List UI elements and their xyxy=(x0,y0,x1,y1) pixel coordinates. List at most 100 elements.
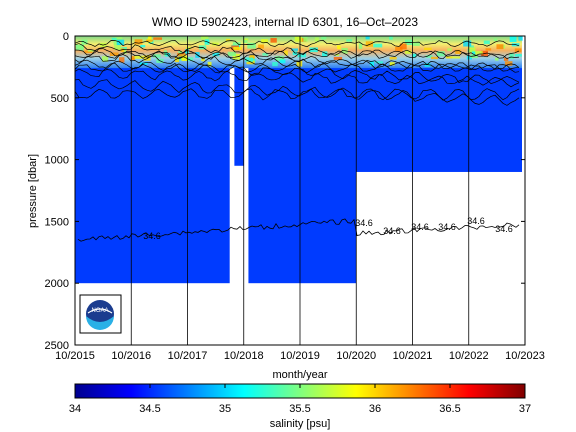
contour-label: 34.6 xyxy=(411,222,429,232)
x-tick-label: 10/2022 xyxy=(449,350,489,362)
surface-patch xyxy=(246,60,255,65)
surface-patch xyxy=(445,56,453,59)
surface-patch xyxy=(174,57,180,63)
y-tick-label: 0 xyxy=(63,31,69,43)
surface-patch xyxy=(247,42,256,49)
surface-patch xyxy=(503,57,509,61)
x-tick-label: 10/2021 xyxy=(393,350,433,362)
surface-patch xyxy=(424,47,432,50)
surface-patch xyxy=(495,57,499,61)
surface-patch xyxy=(430,56,439,60)
surface-patch xyxy=(232,42,241,45)
surface-patch xyxy=(291,48,299,51)
surface-patch xyxy=(131,55,135,60)
surface-patch xyxy=(485,48,492,51)
surface-patch xyxy=(227,51,236,57)
colorbar-tick-label: 34.5 xyxy=(139,403,160,415)
surface-patch xyxy=(496,44,504,50)
isohaline-contour xyxy=(75,62,520,74)
surface-patch xyxy=(258,44,264,49)
surface-patch xyxy=(333,56,343,60)
surface-patch xyxy=(389,56,397,60)
surface-patch xyxy=(118,57,125,63)
x-axis-label: month/year xyxy=(272,369,327,381)
surface-patch xyxy=(134,55,144,59)
surface-patch xyxy=(509,36,517,43)
plot-frame xyxy=(74,35,526,346)
surface-patch xyxy=(186,46,192,50)
contour-label: 34.6 xyxy=(438,222,456,232)
surface-patch xyxy=(139,62,148,65)
surface-patch xyxy=(186,57,194,61)
surface-patch xyxy=(275,56,285,61)
surface-patch xyxy=(233,46,242,50)
surface-patch xyxy=(245,57,254,62)
surface-patch xyxy=(242,40,248,44)
colorbar-label: salinity [psu] xyxy=(270,418,331,430)
x-tick-label: 10/2023 xyxy=(505,350,545,362)
contour-label: 34.6 xyxy=(467,216,485,226)
surface-patch xyxy=(123,48,127,55)
y-tick-label: 1500 xyxy=(45,216,69,228)
surface-patch xyxy=(177,53,186,57)
colorbar-tick-label: 35 xyxy=(219,403,231,415)
surface-patch xyxy=(504,61,513,66)
surface-patch xyxy=(395,46,403,52)
surface-patch xyxy=(411,53,417,58)
surface-patch xyxy=(469,45,474,48)
surface-patch xyxy=(207,61,212,67)
surface-patch xyxy=(87,49,95,52)
x-tick-label: 10/2020 xyxy=(336,350,376,362)
noaa-logo-text: NOAA xyxy=(91,308,108,314)
colorbar-tick-label: 36 xyxy=(369,403,381,415)
surface-patch xyxy=(493,38,498,42)
surface-patch xyxy=(250,58,256,63)
contour-34.6 xyxy=(77,218,520,242)
isohaline-contour xyxy=(75,59,520,84)
surface-patch xyxy=(212,42,219,46)
surface-patch xyxy=(509,52,514,59)
surface-patch xyxy=(463,40,472,47)
surface-patch xyxy=(272,61,278,67)
surface-patch xyxy=(270,38,277,43)
surface-patch xyxy=(314,37,319,42)
x-tick-label: 10/2018 xyxy=(224,350,264,362)
surface-patch xyxy=(389,62,395,66)
surface-patch xyxy=(261,39,268,43)
surface-patch xyxy=(121,47,127,50)
surface-patch xyxy=(483,40,490,45)
surface-patch xyxy=(321,36,327,40)
surface-patch xyxy=(373,43,383,48)
surface-patch xyxy=(303,36,308,42)
contour-label: 34.6 xyxy=(143,231,161,241)
surface-patch xyxy=(297,53,307,58)
profile-block xyxy=(75,36,230,284)
surface-patch xyxy=(101,56,109,62)
surface-patch xyxy=(335,53,339,56)
surface-patch xyxy=(146,39,154,42)
contour-label: 34.6 xyxy=(495,224,513,234)
surface-patch xyxy=(447,48,452,52)
surface-patch xyxy=(389,36,393,40)
surface-patch xyxy=(475,51,483,55)
profile-block xyxy=(248,36,357,284)
x-tick-label: 10/2016 xyxy=(111,350,151,362)
surface-patch xyxy=(309,47,318,53)
surface-patch xyxy=(365,41,374,47)
surface-patch xyxy=(322,51,328,57)
surface-patch xyxy=(468,47,476,53)
noaa-logo: NOAA xyxy=(79,294,122,334)
isohaline-contour xyxy=(75,50,520,60)
surface-patch xyxy=(243,38,249,41)
isohaline-contour xyxy=(75,68,520,88)
colorbar-tick-label: 34 xyxy=(69,403,81,415)
surface-patch xyxy=(369,60,375,67)
surface-patch xyxy=(404,50,412,54)
surface-patch xyxy=(140,44,146,48)
surface-patch xyxy=(109,52,119,57)
surface-patch xyxy=(514,53,522,57)
surface-patch xyxy=(84,50,93,54)
contour-label: 34.6 xyxy=(383,226,401,236)
isohaline-contour xyxy=(75,43,520,60)
surface-patch xyxy=(181,55,187,62)
